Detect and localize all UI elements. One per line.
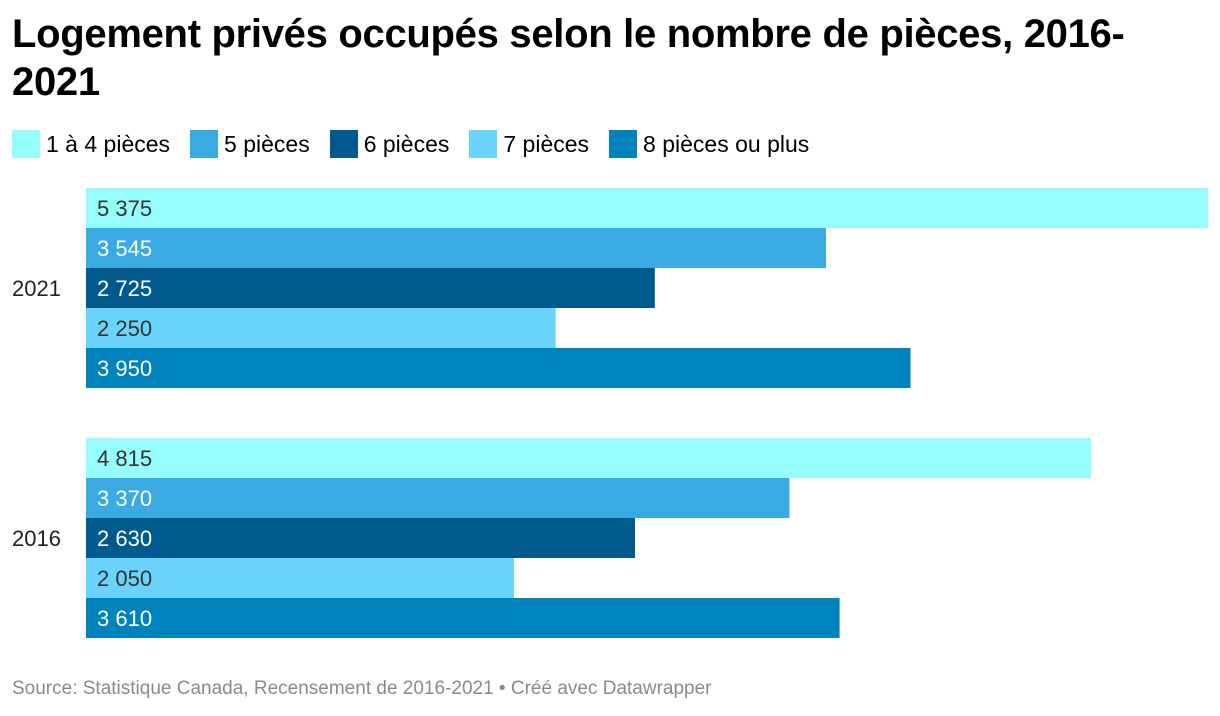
category-label: 2021 xyxy=(12,276,61,301)
bar xyxy=(86,228,826,268)
legend: 1 à 4 pièces 5 pièces 6 pièces 7 pièces 8 pi… xyxy=(12,130,829,158)
legend-item: 5 pièces xyxy=(190,130,310,158)
bar xyxy=(86,518,635,558)
bar-value-label: 2 050 xyxy=(97,566,152,591)
legend-swatch xyxy=(469,130,498,158)
legend-label: 6 pièces xyxy=(363,130,450,157)
legend-item: 6 pièces xyxy=(329,130,450,158)
bar xyxy=(86,598,840,638)
bar-value-label: 3 545 xyxy=(97,236,152,261)
bar xyxy=(86,558,514,598)
legend-item: 1 à 4 pièces xyxy=(12,130,170,158)
bar-value-label: 4 815 xyxy=(97,446,152,471)
bar-value-label: 3 950 xyxy=(97,356,152,381)
legend-label: 7 pièces xyxy=(503,130,590,157)
legend-label: 5 pièces xyxy=(224,130,310,157)
source-note: Source: Statistique Canada, Recensement … xyxy=(12,678,712,699)
bar-value-label: 3 370 xyxy=(97,486,152,511)
chart-title: Logement privés occupés selon le nombre … xyxy=(12,12,1125,104)
legend-item: 8 pièces ou plus xyxy=(609,130,809,158)
bar xyxy=(86,188,1208,228)
bar-value-label: 2 725 xyxy=(97,276,152,301)
legend-swatch xyxy=(329,130,358,158)
legend-swatch xyxy=(12,130,40,158)
bar-value-label: 2 630 xyxy=(97,526,152,551)
bar xyxy=(86,438,1092,478)
bar xyxy=(86,308,556,348)
bar xyxy=(86,348,911,388)
legend-label: 8 pièces ou plus xyxy=(643,130,810,157)
legend-item: 7 pièces xyxy=(469,130,589,158)
legend-label: 1 à 4 pièces xyxy=(46,130,171,157)
bar-value-label: 5 375 xyxy=(97,196,152,221)
bar xyxy=(86,478,790,518)
category-label: 2016 xyxy=(12,526,61,551)
bar xyxy=(86,268,655,308)
bar-value-label: 2 250 xyxy=(97,316,152,341)
legend-swatch xyxy=(190,130,219,158)
bar-value-label: 3 610 xyxy=(97,606,152,631)
legend-swatch xyxy=(609,130,638,158)
